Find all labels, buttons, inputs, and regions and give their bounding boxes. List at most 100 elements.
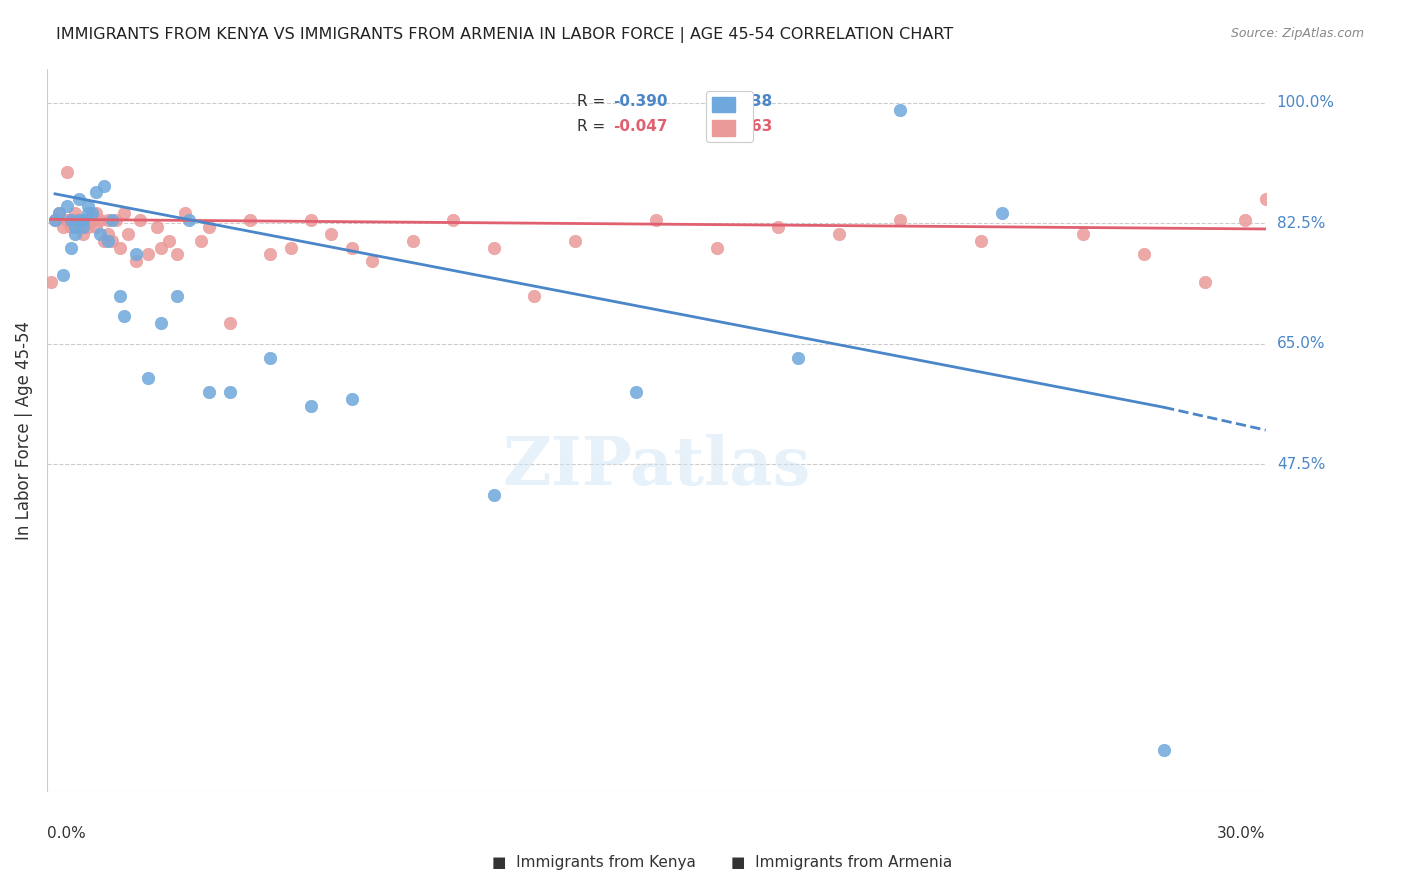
Point <box>39 275 62 289</box>
Point <box>482 488 505 502</box>
Point <box>828 227 851 241</box>
Point <box>990 206 1012 220</box>
Point <box>97 227 120 241</box>
Point <box>60 241 83 255</box>
Point <box>149 241 172 255</box>
Text: R =: R = <box>576 119 610 134</box>
Legend: , : , <box>706 91 754 143</box>
Point <box>80 213 103 227</box>
Point <box>65 206 87 220</box>
Point <box>1234 213 1257 227</box>
Text: -0.390: -0.390 <box>613 94 668 109</box>
Point <box>48 206 70 220</box>
Point <box>67 219 90 234</box>
Text: 65.0%: 65.0% <box>1277 336 1326 351</box>
Point <box>787 351 810 365</box>
Text: N =: N = <box>711 119 755 134</box>
Point <box>239 213 262 227</box>
Point <box>1153 743 1175 757</box>
Point <box>76 213 98 227</box>
Text: Source: ZipAtlas.com: Source: ZipAtlas.com <box>1230 27 1364 40</box>
Point <box>299 213 322 227</box>
Point <box>401 234 423 248</box>
Point <box>166 247 188 261</box>
Point <box>125 254 148 268</box>
Point <box>56 199 79 213</box>
Point <box>198 385 221 400</box>
Point <box>321 227 343 241</box>
Y-axis label: In Labor Force | Age 45-54: In Labor Force | Age 45-54 <box>15 320 32 540</box>
Point <box>72 227 94 241</box>
Point <box>44 213 66 227</box>
Point <box>340 392 363 406</box>
Point <box>299 399 322 413</box>
Point <box>259 351 281 365</box>
Text: ■  Immigrants from Kenya: ■ Immigrants from Kenya <box>492 855 696 870</box>
Point <box>624 385 647 400</box>
Point <box>52 219 75 234</box>
Text: 82.5%: 82.5% <box>1277 216 1324 231</box>
Point <box>112 206 135 220</box>
Text: N =: N = <box>711 94 755 109</box>
Point <box>84 219 107 234</box>
Point <box>889 213 911 227</box>
Point <box>97 213 120 227</box>
Point <box>177 213 200 227</box>
Point <box>56 165 79 179</box>
Point <box>76 199 98 213</box>
Point <box>523 289 546 303</box>
Point <box>80 206 103 220</box>
Text: 30.0%: 30.0% <box>1218 826 1265 841</box>
Point <box>340 241 363 255</box>
Text: ZIPatlas: ZIPatlas <box>502 434 810 499</box>
Point <box>76 206 98 220</box>
Point <box>108 241 131 255</box>
Point <box>52 268 75 282</box>
Text: -0.047: -0.047 <box>613 119 668 134</box>
Point <box>65 227 87 241</box>
Point <box>67 213 90 227</box>
Point <box>84 186 107 200</box>
Text: ■  Immigrants from Armenia: ■ Immigrants from Armenia <box>731 855 952 870</box>
Point <box>138 247 160 261</box>
Text: R =: R = <box>576 94 610 109</box>
Point <box>89 213 111 227</box>
Point <box>101 213 124 227</box>
Point <box>104 213 127 227</box>
Point <box>706 241 728 255</box>
Point <box>198 219 221 234</box>
Text: 47.5%: 47.5% <box>1277 457 1324 472</box>
Point <box>84 206 107 220</box>
Point <box>1254 193 1277 207</box>
Point <box>93 178 115 193</box>
Text: 38: 38 <box>751 94 772 109</box>
Point <box>218 385 240 400</box>
Point <box>56 213 79 227</box>
Point <box>564 234 586 248</box>
Point <box>60 213 83 227</box>
Point <box>60 213 83 227</box>
Point <box>67 213 90 227</box>
Point <box>645 213 668 227</box>
Text: 63: 63 <box>751 119 773 134</box>
Point <box>67 193 90 207</box>
Point <box>112 310 135 324</box>
Point <box>117 227 139 241</box>
Text: IMMIGRANTS FROM KENYA VS IMMIGRANTS FROM ARMENIA IN LABOR FORCE | AGE 45-54 CORR: IMMIGRANTS FROM KENYA VS IMMIGRANTS FROM… <box>56 27 953 43</box>
Point <box>80 206 103 220</box>
Point <box>190 234 212 248</box>
Point <box>889 103 911 117</box>
Point <box>1132 247 1154 261</box>
Point <box>89 227 111 241</box>
Point <box>48 206 70 220</box>
Point <box>108 289 131 303</box>
Point <box>72 213 94 227</box>
Point <box>138 371 160 385</box>
Point <box>166 289 188 303</box>
Point <box>361 254 384 268</box>
Point <box>766 219 789 234</box>
Point <box>145 219 167 234</box>
Point <box>60 219 83 234</box>
Point <box>97 234 120 248</box>
Point <box>149 316 172 330</box>
